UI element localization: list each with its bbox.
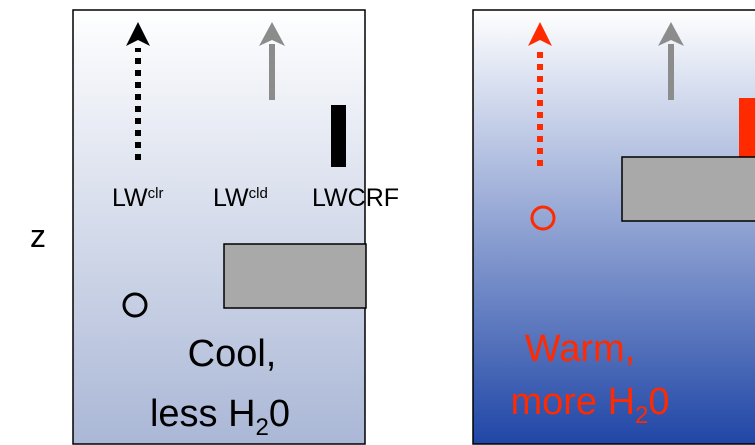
lw-clear-arrow (126, 22, 150, 160)
lw-clear-label: LWclr (112, 184, 163, 212)
left-atmosphere-column (72, 9, 366, 445)
right-caption-line2: more H20 (510, 381, 669, 429)
right-panel: Warm, more H20 (472, 9, 755, 445)
left-caption-line1: Cool, (188, 333, 277, 375)
warm-parcel-circle (530, 205, 556, 231)
lw-cloud-arrow (259, 22, 285, 100)
lw-clear-arrow-warm (528, 22, 552, 166)
right-atmosphere-column (472, 9, 755, 445)
left-caption-line2: less H20 (150, 393, 290, 441)
lw-cloud-label: LWcld (213, 184, 268, 212)
lw-cloud-arrow-warm (658, 22, 684, 100)
lwcrf-bar-warm (739, 98, 755, 160)
left-panel: LWclr LWcld LWCRF Cool, less H20 (72, 9, 399, 445)
right-caption-line1: Warm, (525, 328, 635, 370)
cool-parcel-circle (122, 292, 148, 318)
high-cloud (621, 156, 755, 222)
z-axis-label: z (30, 218, 46, 254)
low-cloud (223, 243, 367, 309)
lwcrf-bar (331, 105, 346, 167)
lwcrf-label: LWCRF (312, 184, 399, 212)
